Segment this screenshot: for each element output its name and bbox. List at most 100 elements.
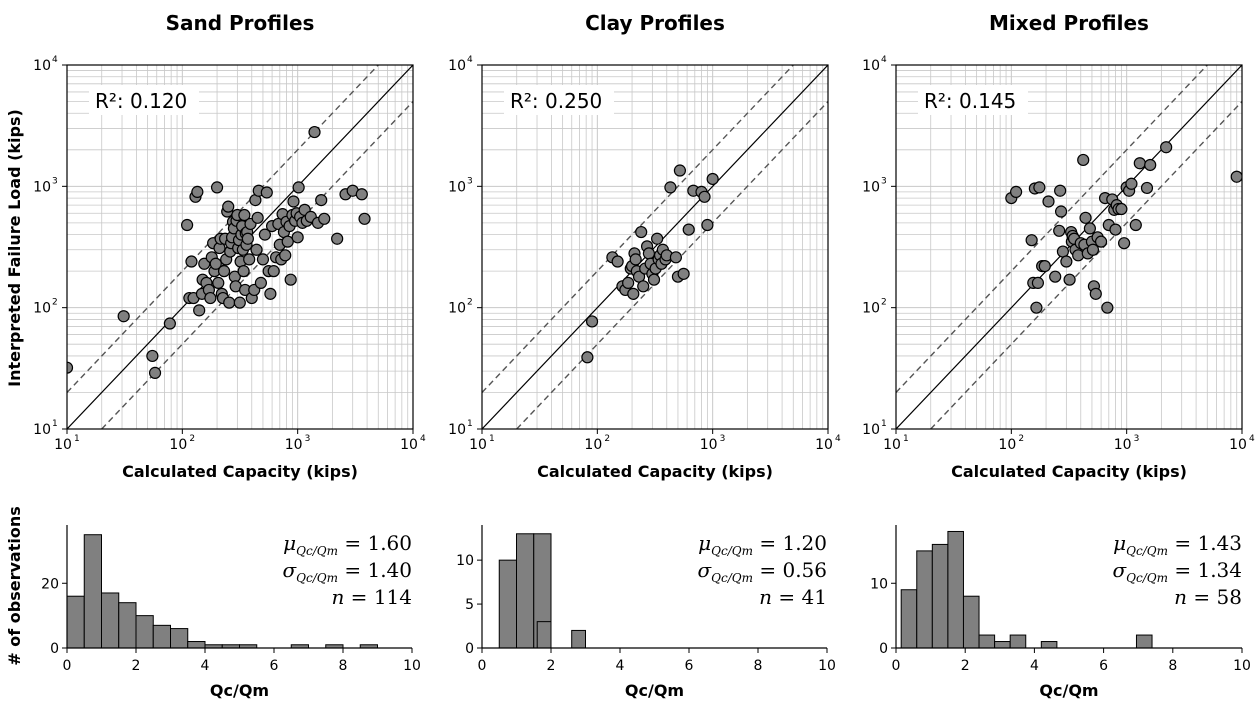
y-tick-label: 10 (870, 576, 888, 592)
bars (66, 534, 378, 649)
data-point (237, 265, 250, 278)
y-tick-exponent: 3 (881, 176, 887, 186)
y-tick-label: 10 (33, 179, 51, 195)
data-point (1030, 301, 1043, 314)
x-tick-label: 10 (285, 437, 303, 453)
x-tick-exponent: 1 (74, 434, 80, 444)
data-point (318, 212, 331, 225)
data-point (1079, 211, 1092, 224)
mean-stat: μQc/Qm = 1.43 (1113, 531, 1242, 558)
y-tick-label: 20 (41, 576, 59, 592)
x-tick-label: 10 (584, 437, 602, 453)
annotation-box (918, 85, 1028, 115)
r-squared-annotation: R²: 0.145 (924, 89, 1016, 113)
histogram-bar (916, 550, 933, 649)
data-point (233, 296, 246, 309)
axes-frame (895, 64, 1243, 430)
y-tick-label: 0 (879, 641, 888, 657)
histogram-bar (152, 624, 171, 649)
annotation-box (504, 85, 614, 115)
histogram-bar (536, 621, 552, 649)
data-point (1056, 245, 1070, 258)
data-point (1101, 301, 1114, 314)
data-point (1115, 202, 1128, 216)
data-point (212, 276, 225, 290)
histogram-bar (66, 595, 85, 649)
x-tick-label: 10 (1233, 658, 1251, 674)
x-axis-label: Qc/Qm (1039, 681, 1098, 700)
data-point (629, 253, 642, 266)
data-point (1083, 222, 1097, 235)
lower-dashed-line (101, 101, 413, 429)
y-tick-exponent: 4 (52, 55, 58, 65)
data-point (117, 310, 130, 323)
x-tick-label: 2 (547, 658, 556, 674)
x-tick-label: 4 (616, 658, 625, 674)
data-point (664, 181, 677, 194)
annotation-box (89, 85, 199, 115)
y-tick-exponent: 1 (881, 419, 887, 429)
data-point (673, 164, 687, 177)
y-tick-label: 10 (33, 422, 51, 438)
x-tick-label: 10 (1229, 437, 1247, 453)
data-point (1063, 273, 1076, 286)
y-tick-label: 10 (448, 179, 466, 195)
data-point (251, 211, 264, 224)
histogram-bar (1040, 641, 1058, 649)
y-tick-label: 10 (448, 301, 466, 317)
data-point (682, 223, 695, 236)
x-tick-exponent: 2 (189, 434, 195, 444)
y-tick-label: 10 (448, 422, 466, 438)
x-tick-exponent: 2 (1018, 434, 1024, 444)
axes-frame (66, 64, 414, 430)
histogram-bar (994, 641, 1011, 649)
data-point (1053, 224, 1066, 237)
x-tick-label: 10 (818, 658, 836, 674)
x-tick-label: 6 (1099, 658, 1108, 674)
std-stat: σQc/Qm = 1.34 (1113, 558, 1243, 585)
title-clay: Clay Profiles (585, 11, 725, 35)
histogram-bar (83, 534, 102, 649)
bars (498, 533, 587, 649)
y-tick-label: 10 (456, 553, 474, 569)
data-point (669, 251, 683, 264)
hist-ylabel: # of observations (5, 506, 24, 665)
grid (67, 65, 413, 429)
histogram-bar (931, 543, 949, 649)
data-point (267, 265, 280, 278)
data-point (581, 351, 594, 364)
scatter-ylabel: Interpreted Failure Load (kips) (5, 109, 24, 387)
x-tick-exponent: 4 (420, 434, 426, 444)
x-tick-exponent: 1 (903, 434, 909, 444)
grid (896, 65, 1242, 429)
count-stat: n = 41 (759, 585, 827, 609)
data-point (204, 291, 217, 305)
data-point (243, 253, 256, 266)
x-tick-label: 0 (892, 658, 901, 674)
data-point (1025, 234, 1038, 247)
axes-frame (481, 64, 829, 430)
x-axis-label: Calculated Capacity (kips) (122, 462, 358, 481)
x-tick-exponent: 4 (835, 434, 841, 444)
reference-lines (482, 65, 828, 429)
data-point (1230, 170, 1242, 183)
y-tick-label: 10 (448, 58, 466, 74)
mean-stat: μQc/Qm = 1.20 (698, 531, 827, 558)
data-point (1109, 223, 1122, 236)
x-axis-label: Calculated Capacity (kips) (951, 462, 1187, 481)
upper-dashed-line (67, 65, 379, 393)
data-point (292, 181, 305, 194)
data-point (627, 287, 640, 300)
data-point (1129, 218, 1142, 232)
data-point (1060, 255, 1073, 268)
points (581, 164, 719, 364)
data-point (281, 235, 294, 248)
data-point (331, 232, 344, 245)
data-point (209, 257, 222, 270)
x-tick-exponent: 1 (489, 434, 495, 444)
data-point (1054, 205, 1068, 218)
data-point (146, 349, 159, 363)
std-stat: σQc/Qm = 0.56 (698, 558, 828, 585)
